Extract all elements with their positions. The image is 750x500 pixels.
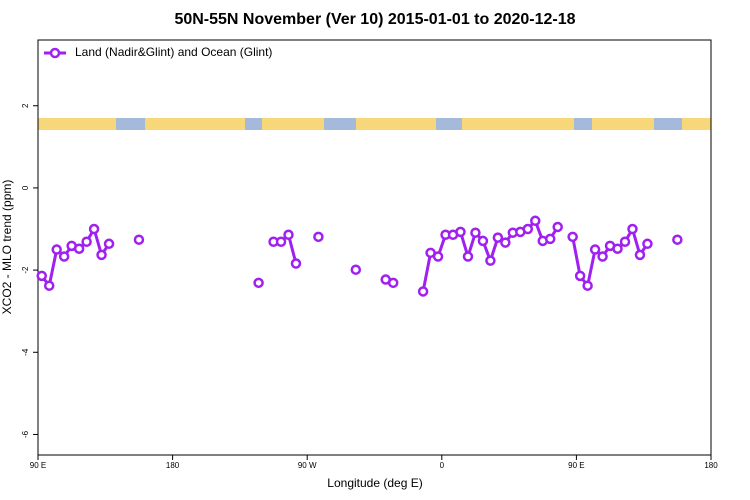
y-tick-label: -6 (21, 430, 30, 438)
plot-frame (37, 39, 712, 456)
data-point (552, 221, 563, 233)
data-point (582, 280, 593, 291)
data-point (350, 264, 362, 275)
data-point (133, 234, 145, 245)
data-point (627, 223, 638, 235)
data-point (522, 223, 534, 235)
x-tick-label: 180 (166, 461, 180, 470)
data-point (485, 255, 496, 266)
land-patch (682, 118, 711, 130)
data-point (470, 227, 481, 238)
data-point (88, 223, 100, 235)
data-point (253, 277, 264, 289)
data-point (417, 286, 429, 297)
land-patch (356, 118, 436, 130)
data-point (574, 270, 586, 282)
x-tick-label: 90 W (298, 461, 317, 470)
data-point (58, 251, 70, 262)
y-tick-label: -4 (21, 348, 30, 356)
data-point (387, 277, 399, 289)
data-point (462, 251, 474, 262)
y-axis-label: XCO2 - MLO trend (ppm) (0, 180, 14, 315)
data-point (275, 236, 287, 247)
land-patch (462, 118, 574, 130)
y-tick-label: -2 (21, 266, 30, 274)
data-point (477, 235, 489, 247)
series-line (42, 221, 678, 292)
data-point (432, 251, 444, 262)
x-tick-label: 180 (704, 461, 718, 470)
data-point (290, 258, 302, 269)
data-point (81, 236, 92, 247)
data-point (455, 226, 466, 238)
data-point (567, 231, 578, 243)
data-point (73, 243, 85, 254)
data-point (634, 249, 646, 261)
data-point (36, 270, 47, 282)
x-axis-label: Longitude (deg E) (327, 476, 422, 490)
land-patch (145, 118, 245, 130)
data-point (43, 280, 55, 291)
land-patch (592, 118, 654, 130)
data-point (51, 244, 62, 255)
y-tick-label: 0 (21, 185, 30, 190)
data-point (544, 233, 556, 245)
data-point (96, 249, 107, 261)
data-point (103, 238, 115, 250)
data-point (619, 236, 631, 247)
y-tick-label: 2 (21, 103, 30, 108)
land-ocean-band (38, 118, 711, 130)
data-point (500, 237, 511, 248)
data-point (313, 231, 324, 243)
data-point (283, 229, 294, 241)
chart-title: 50N-55N November (Ver 10) 2015-01-01 to … (174, 11, 575, 28)
land-patch (38, 118, 116, 130)
data-point (642, 238, 653, 250)
x-tick-label: 90 E (30, 461, 46, 470)
data-point (530, 215, 541, 227)
data-point (589, 244, 601, 255)
legend-marker (49, 47, 61, 59)
data-point (597, 251, 608, 262)
data-point (672, 234, 683, 245)
land-patch (262, 118, 324, 130)
x-tick-label: 90 E (568, 461, 584, 470)
x-tick-label: 0 (440, 461, 445, 470)
legend-label: Land (Nadir&Glint) and Ocean (Glint) (75, 45, 272, 59)
data-point (612, 243, 623, 254)
data-point (492, 232, 504, 243)
